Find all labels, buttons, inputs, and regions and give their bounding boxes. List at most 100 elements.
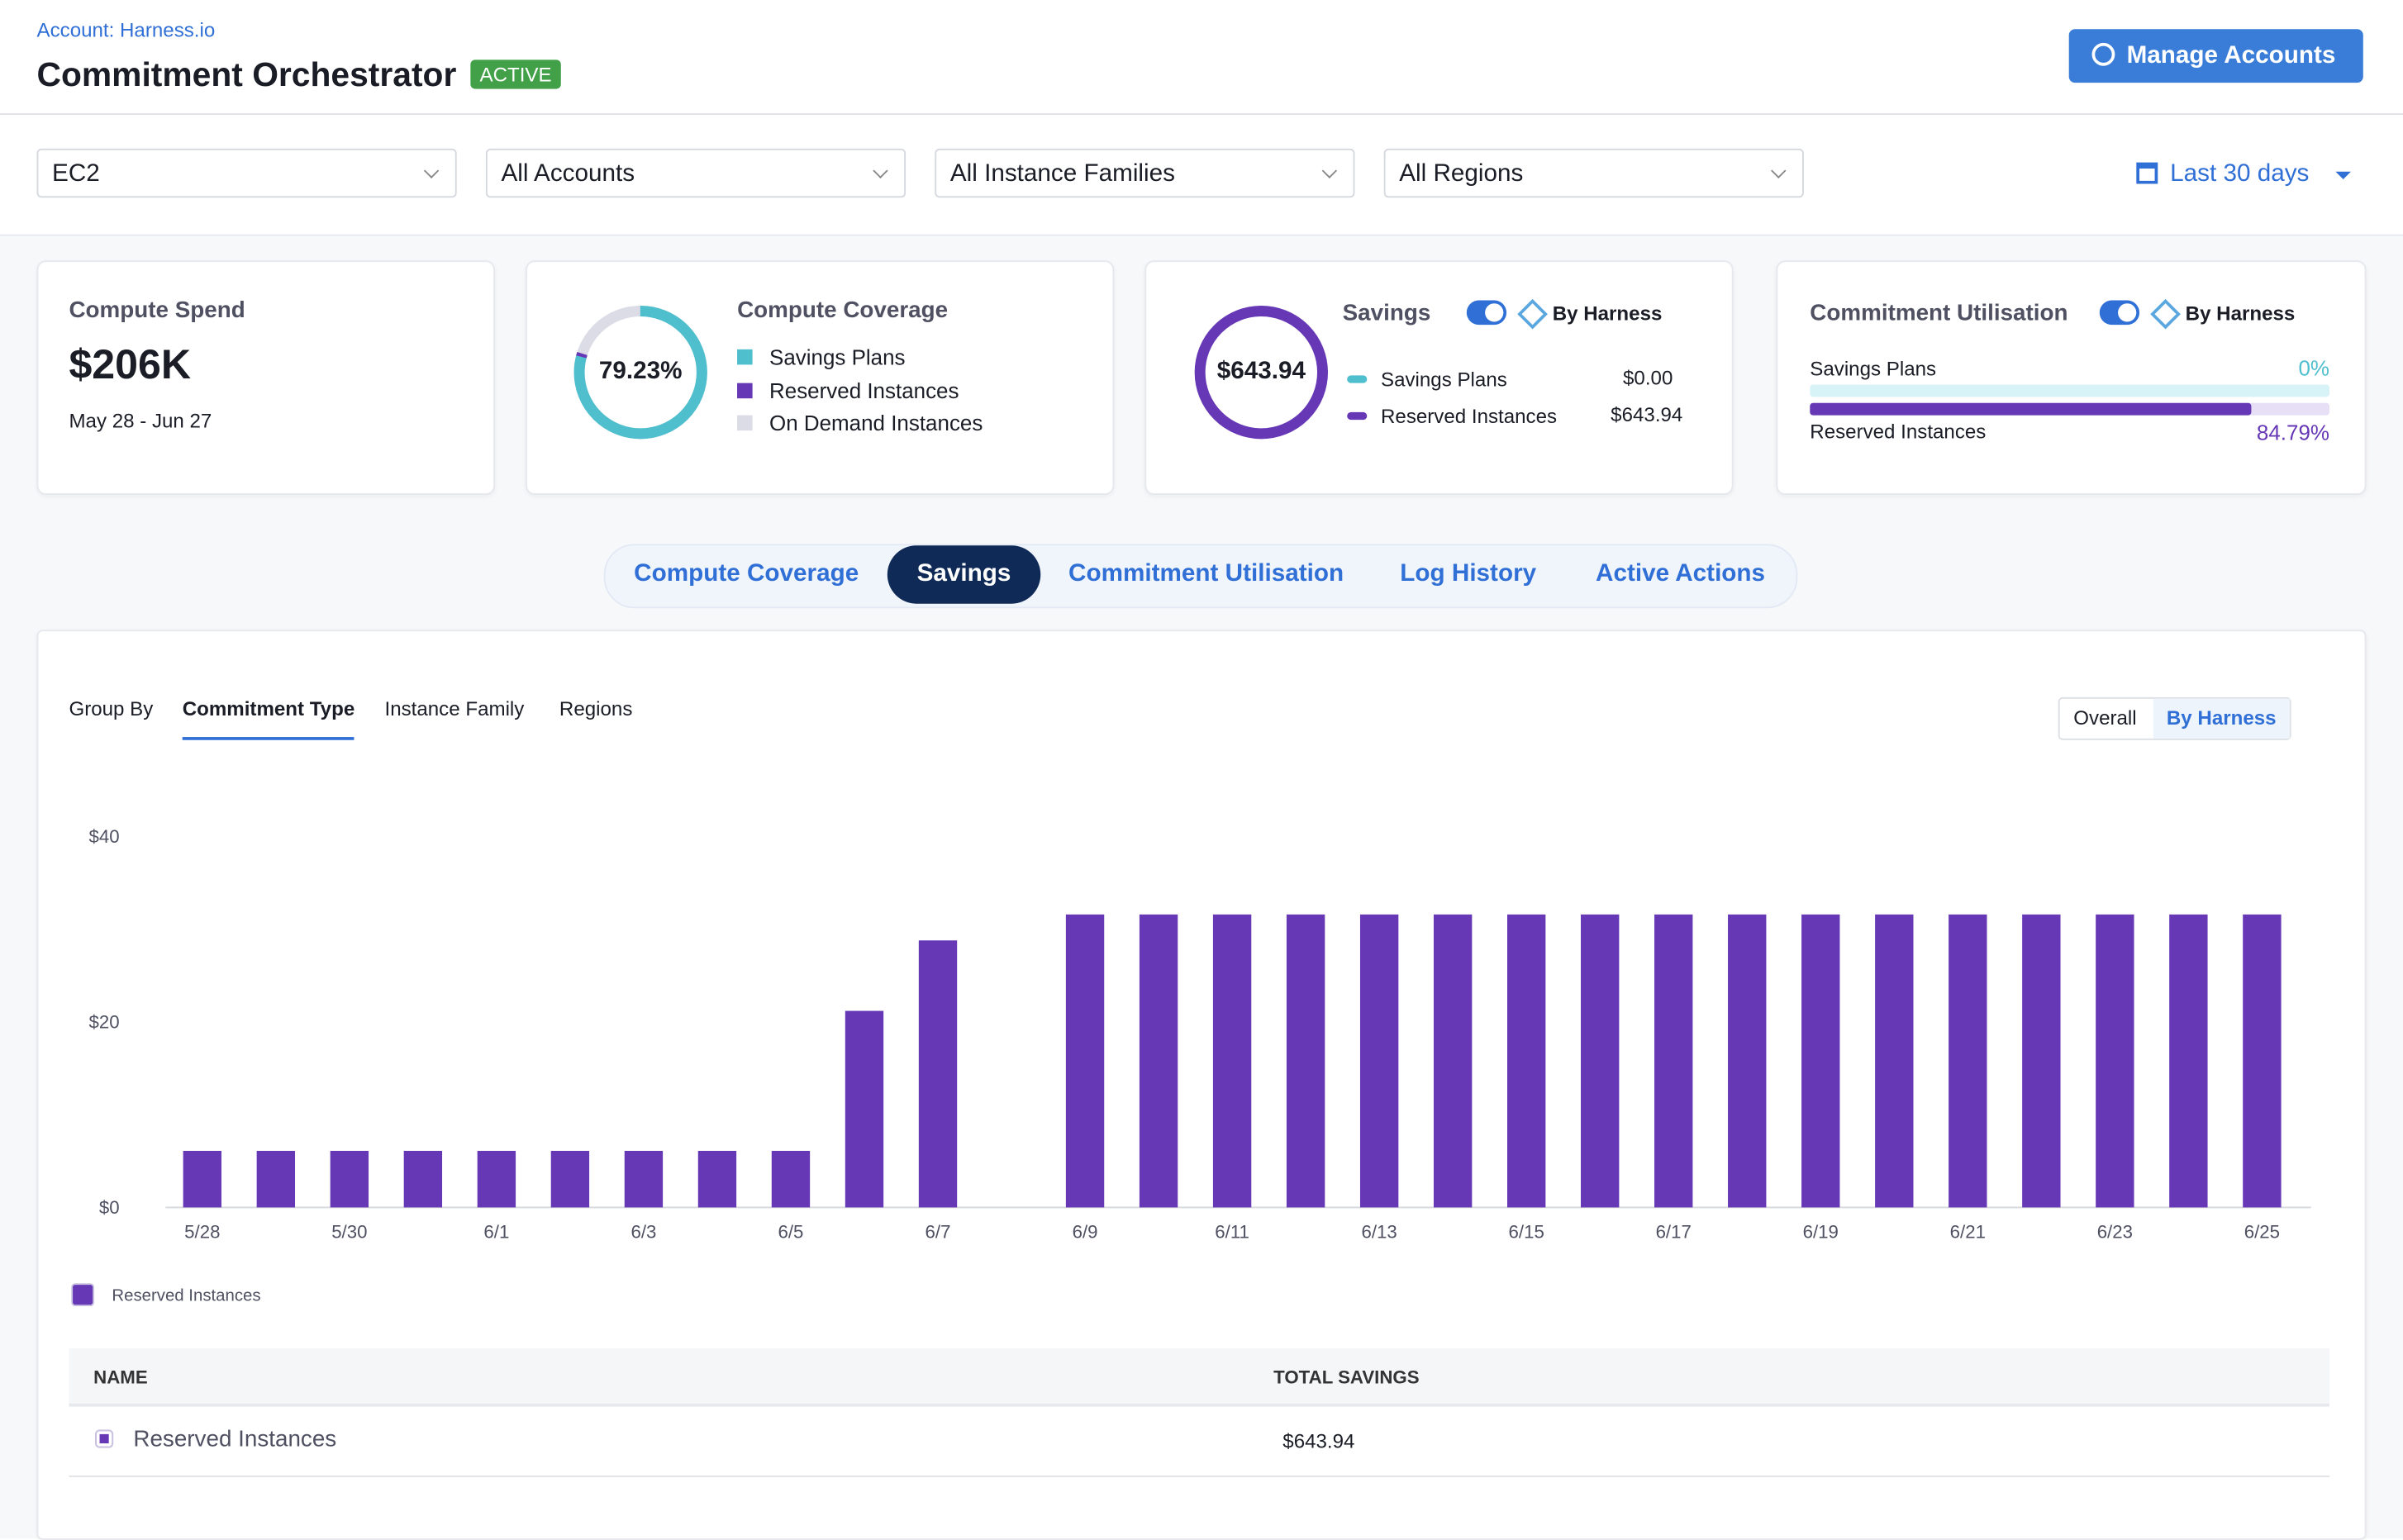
card-title: Commitment Utilisation [1810, 300, 2068, 327]
calendar-icon [2136, 162, 2158, 184]
card-period: May 28 - Jun 27 [69, 409, 212, 432]
group-option[interactable]: Instance Family [384, 696, 525, 720]
x-tick-label: 5/28 [184, 1222, 220, 1243]
bar [1728, 914, 1767, 1208]
coverage-ring [573, 305, 707, 440]
legend-label: Savings Plans [769, 345, 906, 369]
card [1776, 260, 2367, 496]
x-tick-label: 6/5 [778, 1222, 804, 1243]
row-value: 0% [2298, 355, 2329, 380]
x-tick-label: 6/3 [630, 1222, 656, 1243]
row-label: Reserved Instances [1810, 420, 1987, 443]
legend-label: On Demand Instances [769, 411, 983, 435]
x-tick-label: 6/15 [1509, 1222, 1544, 1243]
x-tick-label: 6/17 [1656, 1222, 1692, 1243]
column-header: TOTAL SAVINGS [1273, 1367, 1420, 1389]
bar [624, 1150, 664, 1208]
date-range[interactable]: Last 30 days [2170, 160, 2310, 188]
card [526, 260, 1115, 496]
bar [403, 1150, 443, 1208]
legend-swatch [737, 383, 753, 399]
filter[interactable]: All Instance Families [935, 148, 1355, 198]
tab[interactable]: Active Actions [1596, 560, 1766, 587]
bar [256, 1150, 296, 1208]
bar [550, 1150, 590, 1208]
bar [183, 1150, 221, 1208]
filter[interactable]: All Accounts [485, 148, 906, 198]
legend-label: Reserved Instances [112, 1287, 260, 1305]
bar [845, 1010, 884, 1208]
chart: $0 $20 $40 5/28 5/30 6/1 6/3 6/5 6/7 6/9 6/11 6/13 6… [71, 826, 2311, 1307]
toggle-label: By Harness [1552, 302, 1663, 326]
filter[interactable]: All Regions [1383, 148, 1804, 198]
toggle[interactable] [2099, 300, 2140, 326]
x-tick-label: 6/7 [926, 1222, 951, 1243]
x-tick-label: 6/21 [1950, 1222, 1986, 1243]
bar [1212, 914, 1252, 1208]
account[interactable]: Account: Harness.io [36, 18, 216, 42]
card-title: Savings [1342, 300, 1431, 327]
coverage-value: 79.23% [598, 358, 683, 385]
badge: ACTIVE [470, 59, 561, 89]
view-option[interactable]: Overall [2073, 706, 2137, 730]
card-title: Compute Spend [69, 297, 245, 324]
card-value: $206K [69, 341, 192, 388]
row-label: Savings Plans [1380, 368, 1507, 391]
toggle[interactable] [1466, 300, 1507, 326]
util-track [1810, 402, 2329, 416]
view-option-active[interactable]: By Harness [2153, 698, 2290, 739]
tab[interactable]: Log History [1400, 560, 1537, 587]
x-tick-label: 6/23 [2097, 1222, 2133, 1243]
y-tick-label: $0 [99, 1197, 120, 1218]
tab[interactable]: Commitment Utilisation [1068, 560, 1344, 587]
bar [1875, 914, 1914, 1208]
bar [330, 1150, 369, 1208]
table-header [69, 1348, 2329, 1407]
page-title: Commitment Orchestrator [36, 55, 457, 94]
bar [918, 940, 958, 1208]
util-track [1810, 384, 2329, 397]
savings-value: $643.94 [1216, 358, 1306, 385]
manage-button[interactable]: Manage Accounts [2068, 29, 2363, 83]
bar [1581, 914, 1620, 1208]
x-tick-label: 6/9 [1073, 1222, 1098, 1243]
card-title: Compute Coverage [737, 297, 949, 324]
tab-active[interactable]: Savings [887, 545, 1041, 604]
bar [1506, 914, 1546, 1208]
legend-label: Reserved Instances [769, 378, 959, 403]
tab[interactable]: Compute Coverage [634, 560, 859, 587]
bar [477, 1150, 516, 1208]
gear-icon [2091, 42, 2115, 66]
x-tick-label: 6/1 [483, 1222, 509, 1243]
x-tick-label: 5/30 [331, 1222, 367, 1243]
legend-swatch [1347, 411, 1368, 421]
x-tick-label: 6/19 [1803, 1222, 1839, 1243]
legend-swatch [71, 1283, 95, 1307]
group-by-label: Group By [69, 696, 154, 720]
bar [1065, 914, 1105, 1208]
bar [1286, 914, 1325, 1208]
group-option[interactable]: Regions [559, 696, 633, 720]
bar [1433, 914, 1473, 1208]
y-tick-label: $20 [89, 1011, 120, 1032]
bar [1654, 914, 1693, 1208]
row-divider [69, 1475, 2329, 1477]
savings-ring [1194, 305, 1329, 440]
row-value: $643.94 [1611, 402, 1683, 426]
row-value: 84.79% [2256, 420, 2329, 444]
tab-bar [603, 544, 1798, 609]
legend-swatch [1347, 375, 1368, 383]
card [1144, 260, 1734, 496]
row-swatch [94, 1429, 114, 1448]
group-option-active[interactable]: Commitment Type [182, 697, 355, 740]
x-tick-label: 6/25 [2244, 1222, 2280, 1243]
filter[interactable]: EC2 [36, 148, 457, 198]
bar [2096, 914, 2134, 1208]
header [0, 0, 2403, 116]
column-header: NAME [93, 1367, 148, 1389]
bar [771, 1150, 811, 1208]
legend-swatch [737, 415, 753, 431]
bar [2022, 914, 2061, 1208]
row-value: $0.00 [1623, 366, 1673, 390]
cell: Reserved Instances [133, 1426, 337, 1453]
